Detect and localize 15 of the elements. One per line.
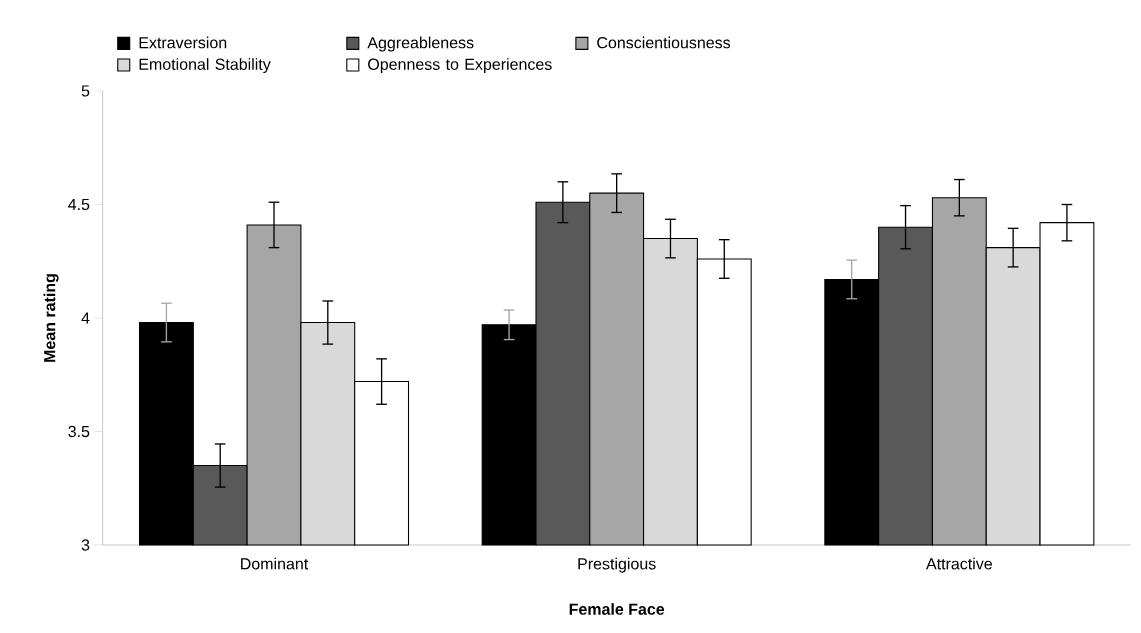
y-axis-title: Mean rating <box>43 274 59 362</box>
x-tick-label: Prestigious <box>578 557 656 573</box>
y-tick-label: 3 <box>81 539 90 551</box>
x-tick-label: Dominant <box>241 557 309 570</box>
legend-label: Conscientiousness <box>597 36 731 49</box>
y-tick-label: 4.5 <box>68 198 90 211</box>
x-tick-label: Attractive <box>926 557 992 570</box>
x-axis-title: Female Face <box>569 603 665 615</box>
y-tick-label: 5 <box>81 85 90 97</box>
y-tick-label: 4 <box>81 312 90 324</box>
legend-label: Openness to Experiences <box>368 58 552 74</box>
legend-label: Aggreableness <box>367 36 474 52</box>
y-tick-label: 3.5 <box>68 425 90 438</box>
legend-label: Extraversion <box>139 36 227 49</box>
legend-label: Emotional Stability <box>139 58 271 74</box>
